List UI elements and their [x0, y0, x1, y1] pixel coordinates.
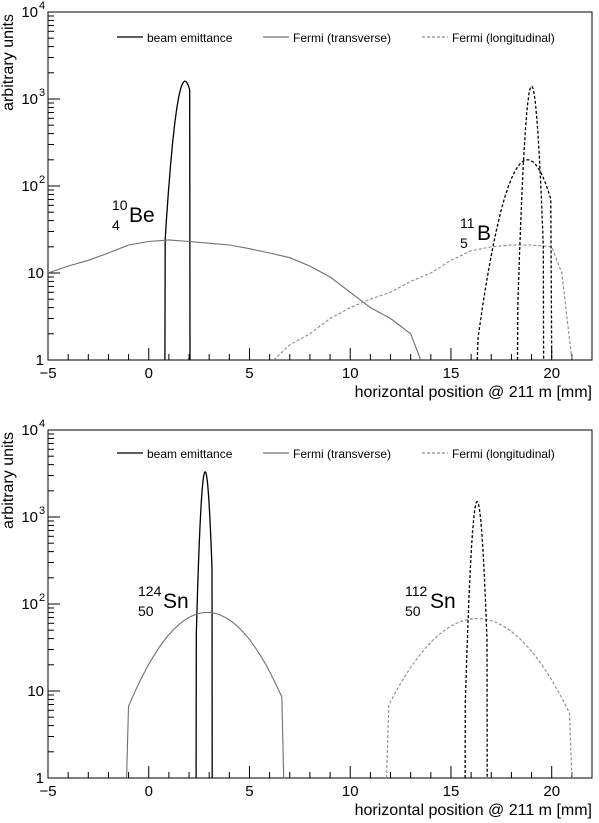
y-tick-exponent: 3 — [39, 505, 45, 517]
y-tick-label: 10 — [27, 683, 44, 700]
x-tick-label: 0 — [145, 365, 153, 382]
y-tick-label: 10 — [27, 265, 44, 282]
series-line — [126, 611, 285, 778]
nuclide-charge-number: 5 — [460, 235, 468, 251]
x-tick-label: 20 — [543, 365, 560, 382]
y-tick-exponent: 4 — [39, 418, 45, 430]
series-line — [476, 159, 553, 360]
x-tick-label: 0 — [145, 783, 153, 800]
x-tick-label: −5 — [39, 365, 56, 382]
nuclide-label: 11 5 B — [460, 215, 491, 251]
y-tick-exponent: 3 — [39, 87, 45, 99]
y-tick-label: 10 — [21, 91, 38, 108]
nuclide-mass-number: 112 — [405, 583, 428, 599]
nuclide-symbol: B — [477, 222, 491, 245]
nuclide-mass-number: 11 — [460, 215, 475, 231]
legend-entry: Fermi (transverse) — [293, 447, 391, 461]
x-tick-label: 5 — [245, 783, 253, 800]
x-tick-label: 15 — [443, 783, 460, 800]
y-axis-label: arbitrary units — [0, 432, 17, 529]
nuclide-charge-number: 4 — [112, 217, 120, 233]
series-line — [48, 239, 422, 360]
x-tick-label: 5 — [245, 365, 253, 382]
y-tick-label: 10 — [21, 178, 38, 195]
x-axis-label: horizontal position @ 211 m [mm] — [355, 802, 592, 819]
nuclide-label: 10 4 Be — [112, 197, 155, 233]
y-tick-label: 10 — [21, 509, 38, 526]
y-tick-exponent: 2 — [39, 592, 45, 604]
plot-frame — [47, 429, 593, 779]
series-line — [516, 85, 545, 360]
legend-entry: Fermi (longitudinal) — [452, 447, 555, 461]
y-tick-exponent: 4 — [39, 0, 45, 12]
series-line — [464, 501, 488, 778]
series-line — [273, 244, 573, 360]
nuclide-symbol: Sn — [163, 590, 189, 613]
nuclide-label: 124 50 Sn — [138, 583, 189, 619]
legend-entry: Fermi (transverse) — [293, 31, 391, 45]
legend-entry: Fermi (longitudinal) — [452, 31, 555, 45]
nuclide-label: 112 50 Sn — [405, 583, 456, 619]
nuclide-charge-number: 50 — [405, 603, 421, 619]
legend-entry: beam emittance — [147, 31, 233, 45]
legend-entry: beam emittance — [147, 447, 233, 461]
y-tick-label: 1 — [36, 352, 44, 369]
nuclide-symbol: Sn — [430, 590, 456, 613]
y-tick-label: 1 — [36, 770, 44, 787]
y-tick-label: 10 — [21, 4, 38, 21]
x-axis-label: horizontal position @ 211 m [mm] — [355, 384, 592, 401]
x-tick-label: 10 — [342, 783, 359, 800]
y-axis-label: arbitrary units — [0, 14, 17, 111]
x-tick-label: 15 — [443, 365, 460, 382]
series-line — [164, 80, 191, 360]
y-tick-exponent: 2 — [39, 174, 45, 186]
nuclide-mass-number: 124 — [138, 583, 162, 599]
x-tick-label: 10 — [342, 365, 359, 382]
plot-frame — [47, 11, 593, 361]
x-tick-label: −5 — [39, 783, 56, 800]
y-tick-label: 10 — [21, 422, 38, 439]
series-line — [195, 471, 213, 778]
nuclide-mass-number: 10 — [112, 197, 128, 213]
nuclide-symbol: Be — [129, 204, 155, 227]
y-tick-label: 10 — [21, 596, 38, 613]
x-tick-label: 20 — [543, 783, 560, 800]
nuclide-charge-number: 50 — [138, 603, 154, 619]
series-line — [385, 618, 573, 778]
